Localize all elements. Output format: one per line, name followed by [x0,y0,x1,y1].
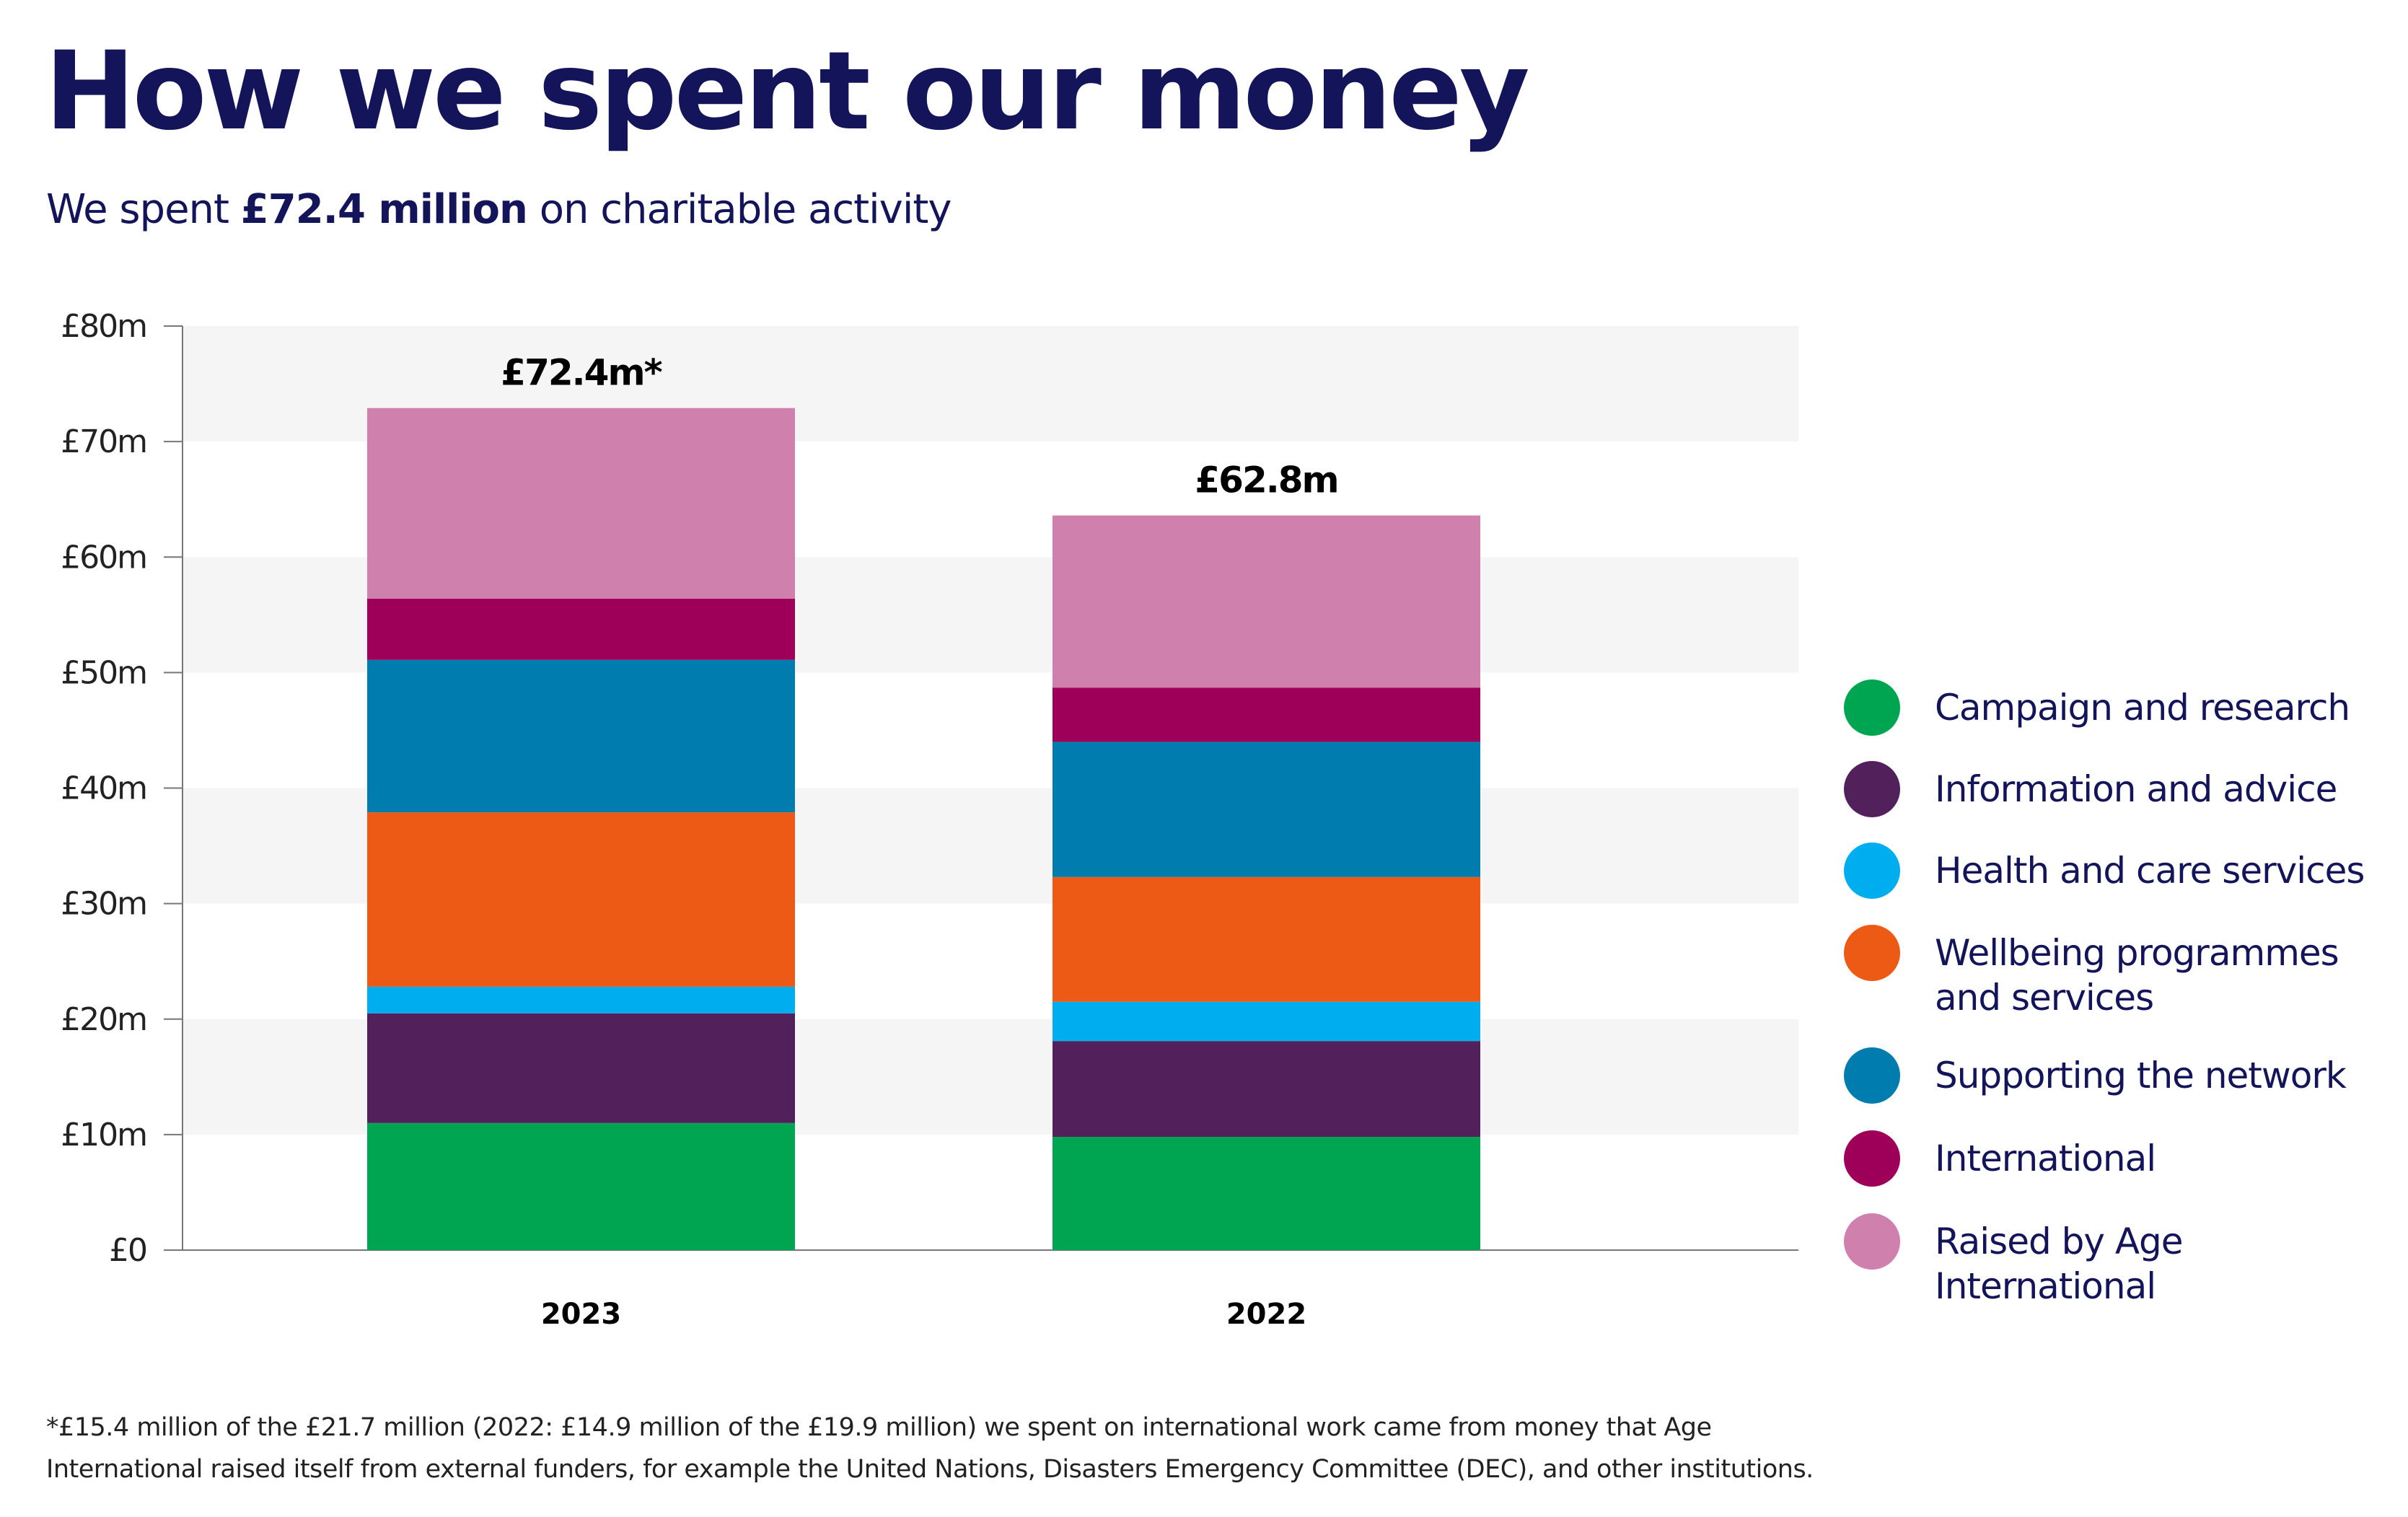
bar-segment-2022-6 [1053,515,1480,688]
legend-label: Raised by Age International [1935,1221,2184,1307]
legend-swatch [1844,1047,1900,1104]
legend-item: Raised by Age International [1844,1213,2407,1309]
legend-label: International [1935,1138,2156,1179]
bar-segment-2022-4 [1053,742,1480,877]
bar-segment-2023-5 [367,598,795,660]
legend-item: Health and care services [1844,843,2407,899]
y-tick-label: £60m [61,539,146,576]
legend-label: Campaign and research [1935,687,2350,729]
x-tick-label: 2023 [541,1298,621,1331]
y-tick-label: £0 [109,1232,146,1269]
legend-swatch [1844,925,1900,981]
y-tick-label: £30m [61,886,146,923]
y-tick-label: £10m [61,1117,146,1153]
legend-item: International [1844,1130,2407,1187]
subtitle-prefix: We spent [46,186,241,233]
legend-swatch [1844,1213,1900,1270]
legend-swatch [1844,1130,1900,1187]
y-tick-label: £70m [61,423,146,460]
bar-segment-2023-0 [367,1122,795,1250]
page-title: How we spent our money [45,29,1530,154]
x-tick-label: 2022 [1226,1298,1306,1331]
legend-item: Wellbeing programmes and services [1844,925,2407,1020]
bar-segment-2022-5 [1053,687,1480,742]
subtitle-highlight: £72.4 million [240,186,528,233]
bar-segment-2023-4 [367,659,795,813]
legend-swatch [1844,843,1900,899]
bar-segment-2023-1 [367,1013,795,1123]
y-tick-label: £40m [61,770,146,807]
legend-item: Information and advice [1844,761,2407,817]
footnote: *£15.4 million of the £21.7 million (202… [46,1413,1814,1484]
bar-segment-2023-2 [367,986,795,1013]
bar-segment-2022-0 [1053,1137,1480,1250]
legend-label: Supporting the network [1935,1055,2347,1096]
bar-segment-2022-1 [1053,1041,1480,1138]
bar-total-label: £62.8m [1195,460,1337,501]
legend-label: Health and care services [1935,850,2365,892]
legend-label: Wellbeing programmes and services [1935,932,2339,1019]
legend-item: Campaign and research [1844,680,2407,736]
bar-segment-2023-6 [367,408,795,599]
subtitle-suffix: on charitable activity [527,186,952,233]
y-tick-label: £20m [61,1001,146,1038]
y-tick-label: £80m [61,308,146,345]
bar-total-label: £72.4m* [501,352,662,394]
legend-item: Supporting the network [1844,1047,2407,1104]
bar-segment-2023-3 [367,812,795,987]
legend-swatch [1844,680,1900,736]
subtitle: We spent £72.4 million on charitable act… [46,186,952,233]
legend-label: Information and advice [1935,768,2337,810]
y-tick-label: £50m [61,654,146,691]
bar-segment-2022-2 [1053,1001,1480,1042]
legend-swatch [1844,761,1900,817]
bar-segment-2022-3 [1053,876,1480,1002]
